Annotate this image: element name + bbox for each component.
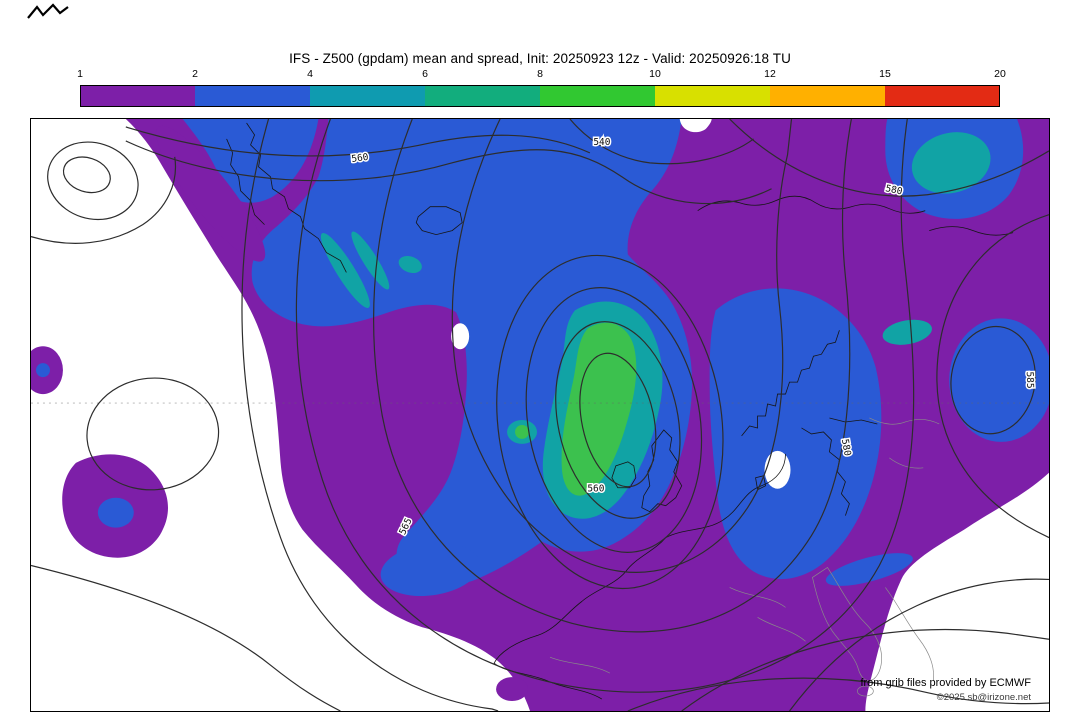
spread-core-green-spot xyxy=(515,424,530,439)
spread-region-blue-scandinavia xyxy=(709,288,882,580)
colorbar-segment xyxy=(310,85,425,107)
colorbar-tick: 2 xyxy=(192,68,198,80)
border-line xyxy=(869,417,940,425)
country-borders xyxy=(549,417,940,697)
colorbar-tick: 1 xyxy=(77,68,83,80)
credit-source: from grib files provided by ECMWF xyxy=(860,677,1031,689)
spread-region-purple-streak xyxy=(156,125,266,262)
colorbar-tick: 4 xyxy=(307,68,313,80)
height-contour xyxy=(125,140,772,205)
height-contour xyxy=(950,325,1036,435)
gulf-of-finland-coastline xyxy=(829,417,878,425)
russia-arctic-coastline xyxy=(929,226,1014,236)
balkan-coastline xyxy=(885,587,934,682)
colorbar-tick: 8 xyxy=(537,68,543,80)
height-contour xyxy=(451,119,793,573)
contour-label: 560 xyxy=(587,484,604,495)
northsea-coastline xyxy=(665,453,786,538)
map-frame: 560 540 580 585 560 565 580 from grib fi… xyxy=(30,118,1050,712)
height-contour xyxy=(31,564,341,711)
height-contour xyxy=(241,119,499,711)
credit-copyright: ©2025 sb@irizone.net xyxy=(936,692,1031,703)
colorbar-segment xyxy=(770,85,885,107)
spread-region-purple-bottom-spot xyxy=(496,677,529,702)
colorbar-segment xyxy=(195,85,310,107)
colorbar-tick: 10 xyxy=(649,68,661,80)
spread-region-teal-topright xyxy=(911,132,991,194)
height-contour xyxy=(627,677,1049,711)
border-line xyxy=(757,617,806,642)
spread-region-teal-spot xyxy=(398,255,422,274)
contour-label: 580 xyxy=(839,438,853,457)
spread-region-blue-rightedge xyxy=(949,318,1049,442)
contour-label: 540 xyxy=(593,137,610,148)
spread-core-blue-atlantic xyxy=(97,497,134,528)
denmark-coastline xyxy=(755,475,767,491)
spread-region-teal-right xyxy=(882,319,932,345)
sicily-coastline xyxy=(857,685,874,697)
colorbar xyxy=(80,85,1000,107)
height-contour xyxy=(31,156,177,244)
white-hole-baltic xyxy=(764,450,791,489)
contour-label: 560 xyxy=(351,152,370,165)
map-svg: 560 540 580 585 560 565 580 xyxy=(31,119,1049,711)
height-contour xyxy=(789,578,1049,711)
height-contour xyxy=(62,156,111,194)
height-contours xyxy=(31,119,1049,711)
corner-scribble xyxy=(27,3,69,19)
height-contour xyxy=(579,352,657,488)
great-britain-coastline xyxy=(641,429,683,513)
colorbar-segment xyxy=(80,85,195,107)
spread-region-teal-streak xyxy=(351,231,390,290)
spread-region-blue-topleft xyxy=(182,119,319,203)
spread-region-blue-baltic-streak xyxy=(825,553,913,586)
colorbar-scale xyxy=(80,85,1000,107)
height-contour xyxy=(47,141,139,221)
height-contour xyxy=(729,119,1049,197)
spread-shading xyxy=(31,119,1049,711)
height-contour xyxy=(569,119,754,165)
colorbar-segment xyxy=(540,85,655,107)
height-contour xyxy=(496,254,724,590)
height-contour xyxy=(525,287,703,553)
spread-core-blue-atlantic-small xyxy=(35,363,50,378)
height-contour xyxy=(295,119,915,693)
white-hole-top-notch xyxy=(679,119,712,133)
norway-coastline xyxy=(741,330,840,437)
italy-coastline xyxy=(812,567,882,681)
colorbar-tick: 20 xyxy=(994,68,1006,80)
contour-label: 580 xyxy=(884,183,903,197)
russia-arctic-coastline xyxy=(697,195,926,214)
colorbar-tick: 15 xyxy=(879,68,891,80)
spread-core-green-center xyxy=(561,322,637,496)
height-contour xyxy=(373,119,852,633)
iceland-coastline xyxy=(415,206,463,236)
colorbar-segment xyxy=(655,85,770,107)
colorbar-segment xyxy=(885,85,1000,107)
credits: from grib files provided by ECMWF ©2025 … xyxy=(860,677,1031,703)
greenland-coastline xyxy=(246,122,347,273)
height-contour xyxy=(555,321,681,519)
border-line xyxy=(729,587,786,608)
border-line xyxy=(889,457,924,469)
height-contour xyxy=(681,629,1049,711)
height-contour xyxy=(86,377,220,491)
colorbar-segment xyxy=(425,85,540,107)
greenland-coastline xyxy=(226,138,265,225)
height-contour xyxy=(936,214,1049,539)
colorbar-tick: 6 xyxy=(422,68,428,80)
colorbar-tick: 12 xyxy=(764,68,776,80)
contour-label: 585 xyxy=(1024,371,1036,388)
chart-title: IFS - Z500 (gpdam) mean and spread, Init… xyxy=(289,51,791,66)
height-contour xyxy=(125,126,591,157)
border-line xyxy=(549,656,611,674)
colorbar-border xyxy=(80,85,1000,107)
ireland-coastline xyxy=(611,461,637,489)
white-hole-small xyxy=(451,323,470,350)
